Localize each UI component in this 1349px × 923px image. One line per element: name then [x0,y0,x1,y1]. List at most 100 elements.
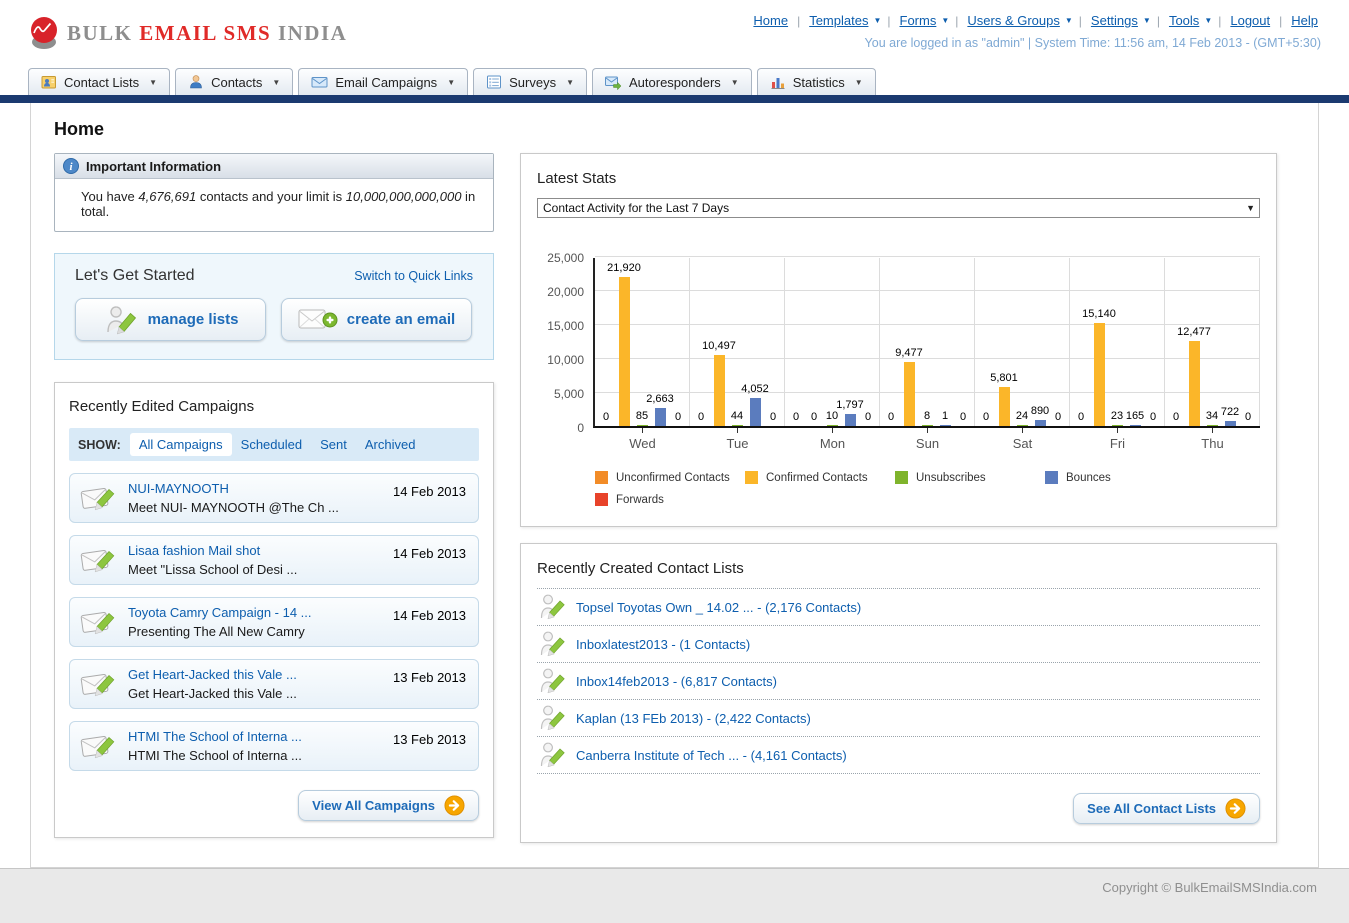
view-all-campaigns-button[interactable]: View All Campaigns [298,790,479,821]
y-tick-label: 15,000 [547,319,584,333]
nav-link-forms[interactable]: Forms [899,13,937,28]
bar-slot: 0 [1168,258,1185,426]
bar-unsubscribes [731,425,743,426]
bar-slot: 0 [883,258,900,426]
tab-autoresponders[interactable]: Autoresponders ▼ [592,68,752,95]
tab-statistics[interactable]: Statistics ▼ [756,68,876,95]
x-axis-cell: Tue [690,428,785,451]
contact-list-link[interactable]: Inboxlatest2013 - (1 Contacts) [576,636,751,652]
campaign-title-link[interactable]: Toyota Camry Campaign - 14 ... [128,605,312,620]
campaign-title-link[interactable]: Get Heart-Jacked this Vale ... [128,667,297,682]
contact-list-icon [539,593,566,622]
switch-quick-links-link[interactable]: Switch to Quick Links [354,269,473,283]
bar-bounces [1224,421,1236,426]
nav-link-templates[interactable]: Templates [809,13,869,28]
tab-email-campaigns[interactable]: Email Campaigns ▼ [298,68,469,95]
campaign-list: NUI-MAYNOOTH Meet NUI- MAYNOOTH @The Ch .… [69,473,479,771]
bar-unsubscribes [921,425,933,426]
contact-list-link[interactable]: Topsel Toyotas Own _ 14.02 ... - (2,176 … [576,599,862,615]
gridline [595,358,1260,359]
bar-slot: 0 [1073,258,1090,426]
x-tick-label: Tue [726,436,749,451]
info-text: contacts and your limit is [196,189,346,204]
chart-group-sat: 0 5,801 24 890 0 [975,258,1070,426]
legend-item-unconfirmed-contacts: Unconfirmed Contacts [595,471,745,484]
filter-scheduled[interactable]: Scheduled [240,437,303,452]
nav-link-home[interactable]: Home [753,13,789,28]
bar-value-label: 10,497 [702,339,736,352]
contact-list-link[interactable]: Inbox14feb2013 - (6,817 Contacts) [576,673,777,689]
bar-unsubscribes [1206,425,1218,426]
filter-all-campaigns[interactable]: All Campaigns [129,433,232,456]
y-tick-label: 20,000 [547,285,584,299]
chart-legend: Unconfirmed Contacts Confirmed Contacts Un… [595,471,1260,506]
campaign-date: 13 Feb 2013 [392,670,466,685]
nav-link-logout[interactable]: Logout [1230,13,1271,28]
bar-slot: 5,801 [990,258,1018,426]
x-tick [642,428,643,433]
bar-value-label: 0 [1077,411,1085,423]
chart-group-tue: 0 10,497 44 4,052 0 [690,258,785,426]
nav-link-help[interactable]: Help [1291,13,1318,28]
important-info-title: Important Information [86,158,222,174]
nav-separator: | [1218,13,1222,28]
tab-contacts[interactable]: Contacts ▼ [175,68,294,95]
bar-value-label: 21,920 [607,261,641,274]
bar-slot: 9,477 [895,258,923,426]
chart-group-fri: 0 15,140 23 165 0 [1070,258,1165,426]
important-info-header: i Important Information [55,154,493,179]
filter-sent[interactable]: Sent [320,437,347,452]
bar-value-label: 0 [810,411,818,423]
contact-activity-chart: 0 5,000 10,000 15,000 20,000 25,000 0 21,920 85… [537,251,1260,506]
bar-confirmed-contacts [998,386,1010,426]
chevron-down-icon: ▼ [149,77,158,87]
campaign-title-link[interactable]: Lisaa fashion Mail shot [128,543,261,558]
manage-lists-button[interactable]: manage lists [75,298,266,341]
login-status: You are logged in as "admin" | System Ti… [864,36,1321,50]
create-email-icon [298,306,338,334]
filter-archived[interactable]: Archived [364,437,416,452]
right-column: Latest Stats Contact Activity for the La… [520,153,1277,843]
svg-text:i: i [69,161,73,173]
tab-surveys[interactable]: Surveys ▼ [473,68,587,95]
bar-value-label: 12,477 [1177,326,1211,339]
surveys-icon [486,74,502,90]
campaign-title-link[interactable]: HTMI The School of Interna ... [128,729,302,744]
info-text: You have [81,189,139,204]
chart-group-thu: 0 12,477 34 722 0 [1165,258,1260,426]
nav-link-tools[interactable]: Tools [1168,13,1200,28]
bar-slot: 1 [937,258,954,426]
campaign-item: NUI-MAYNOOTH Meet NUI- MAYNOOTH @The Ch .… [69,473,479,523]
bar-bounces [654,407,666,426]
bar-value-label: 10 [825,410,839,422]
nav-link-users-groups[interactable]: Users & Groups [967,13,1060,28]
important-info-body: You have 4,676,691 contacts and your lim… [55,179,493,231]
bar-value-label: 15,140 [1082,308,1116,321]
create-an-email-button[interactable]: create an email [281,298,472,341]
bar-value-label: 0 [1244,411,1252,423]
y-tick-label: 0 [577,421,584,435]
nav-link-settings[interactable]: Settings [1090,13,1138,28]
info-icon: i [63,158,79,174]
main-content: Home i Important Information You have 4,… [30,103,1319,868]
contact-list-link[interactable]: Canberra Institute of Tech ... - (4,161 … [576,747,847,763]
copyright-text: Copyright © BulkEmailSMSIndia.com [1102,880,1317,895]
manage-lists-label: manage lists [147,311,239,328]
bar-slot: 4,052 [741,258,769,426]
x-tick [737,428,738,433]
contact-list-link[interactable]: Kaplan (13 FEb 2013) - (2,422 Contacts) [576,710,811,726]
bar-value-label: 722 [1220,406,1240,419]
campaign-title-link[interactable]: NUI-MAYNOOTH [128,481,229,496]
tab-contact-lists[interactable]: Contact Lists ▼ [28,68,171,95]
legend-label: Unsubscribes [916,471,986,484]
bar-slot: 23 [1109,258,1126,426]
tab-label: Statistics [792,74,845,90]
campaign-subtitle: Meet "Lissa School of Desi ... [128,562,298,577]
stats-period-select[interactable]: Contact Activity for the Last 7 Days ▼ [537,198,1260,218]
logo-part-india: INDIA [277,20,348,45]
contact-lists: Topsel Toyotas Own _ 14.02 ... - (2,176 … [537,588,1260,774]
y-tick-label: 25,000 [547,251,584,265]
bar-slot: 8 [919,258,936,426]
legend-swatch [1045,471,1058,484]
see-all-contact-lists-button[interactable]: See All Contact Lists [1073,793,1260,824]
